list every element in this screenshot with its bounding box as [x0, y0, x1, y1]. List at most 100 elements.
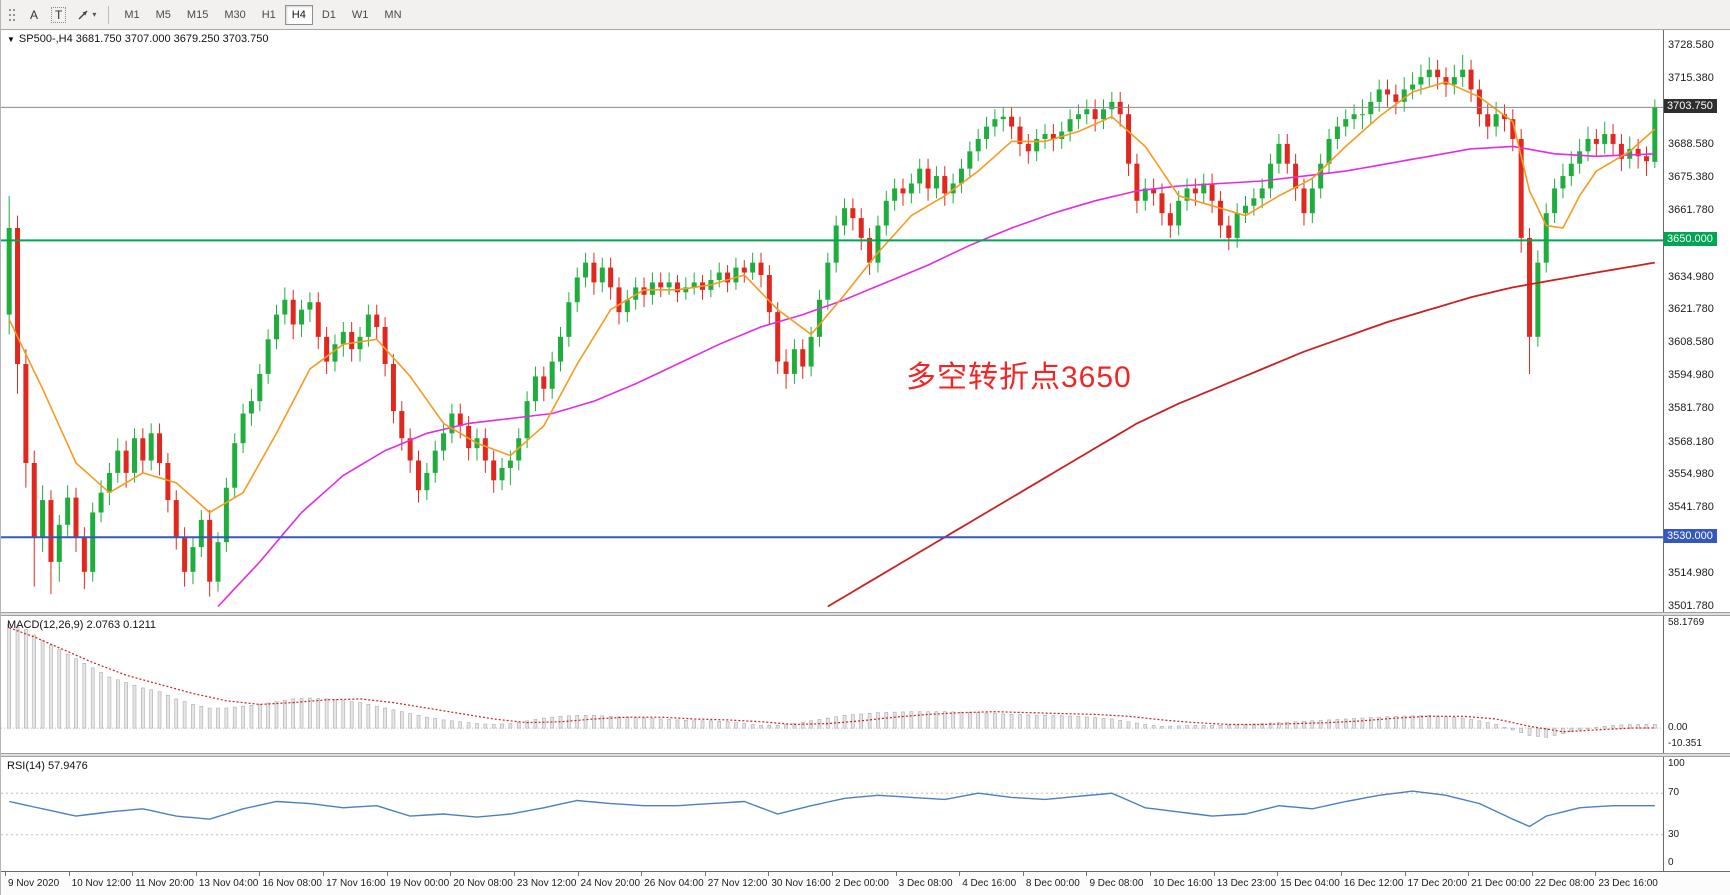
- time-axis-label: 27 Nov 12:00: [707, 878, 768, 889]
- time-axis-label: 10 Dec 16:00: [1153, 878, 1213, 889]
- time-axis-label: 13 Nov 04:00: [198, 878, 259, 889]
- time-axis-label: 30 Nov 16:00: [771, 878, 831, 889]
- price-axis-label: 3581.780: [1668, 402, 1714, 415]
- time-axis-label: 2 Dec 00:00: [835, 878, 889, 889]
- toolbar-separator: [108, 5, 110, 24]
- time-axis-tick: [1150, 872, 1152, 876]
- timeframe-button-H4[interactable]: H4: [284, 4, 313, 25]
- time-axis-label: 22 Dec 08:00: [1534, 878, 1595, 889]
- time-axis[interactable]: 9 Nov 2020 10 Nov 12:00 11 Nov 20:00 13 Nov…: [1, 871, 1730, 895]
- timeframe-button-W1[interactable]: W1: [345, 5, 376, 25]
- time-axis-label: 26 Nov 04:00: [644, 878, 704, 889]
- time-axis-tick: [5, 872, 6, 876]
- time-axis-tick: [1404, 872, 1406, 876]
- hline-price-badge: 3530.000: [1664, 529, 1717, 544]
- text-tool-button[interactable]: T: [47, 4, 70, 26]
- time-axis-tick: [895, 872, 897, 876]
- price-chart-canvas[interactable]: [1, 30, 1663, 612]
- current-price-badge: 3703.750: [1664, 99, 1717, 114]
- timeframe-button-M1[interactable]: M1: [117, 5, 146, 25]
- time-axis-label: 24 Nov 20:00: [580, 878, 641, 889]
- cursor-tool-label: A: [29, 7, 38, 22]
- price-axis-label: 3715.380: [1668, 71, 1714, 84]
- draw-tools-button[interactable]: ▾: [72, 4, 100, 26]
- timeframe-button-M15[interactable]: M15: [180, 5, 215, 25]
- rsi-canvas[interactable]: [1, 757, 1663, 871]
- price-axis-label: 3621.780: [1668, 303, 1714, 316]
- chart-title: ▼ SP500-,H4 3681.750 3707.000 3679.250 37…: [7, 33, 268, 45]
- toolbar-drag-handle[interactable]: [5, 5, 19, 25]
- time-axis-tick: [68, 872, 70, 876]
- rsi-axis-label: 70: [1668, 787, 1680, 799]
- time-axis-label: 16 Dec 12:00: [1343, 878, 1404, 889]
- time-axis-tick: [641, 872, 643, 876]
- time-axis-label: 15 Dec 04:00: [1280, 878, 1340, 889]
- timeframe-button-H1[interactable]: H1: [255, 5, 283, 25]
- timeframe-button-M30[interactable]: M30: [217, 5, 252, 25]
- hline-price-badge: 3650.000: [1664, 232, 1717, 247]
- timeframe-button-M5[interactable]: M5: [149, 5, 178, 25]
- chart-title-text: SP500-,H4 3681.750 3707.000 3679.250 370…: [18, 33, 269, 45]
- time-axis-label: 11 Nov 20:00: [135, 878, 194, 889]
- time-axis-tick: [1086, 872, 1088, 876]
- time-axis-label: 23 Nov 12:00: [516, 878, 577, 889]
- cursor-tool-button[interactable]: A: [23, 4, 45, 26]
- rsi-axis-label: 30: [1668, 828, 1680, 840]
- rsi-label: RSI(14) 57.9476: [7, 760, 88, 772]
- panel-splitter-1[interactable]: [1, 612, 1730, 616]
- price-axis-label: 3554.980: [1668, 468, 1714, 481]
- time-axis-label: 10 Nov 12:00: [71, 878, 132, 889]
- time-axis-label: 20 Nov 08:00: [453, 878, 513, 889]
- time-axis-label: 23 Dec 16:00: [1598, 878, 1658, 889]
- time-axis-tick: [132, 872, 134, 876]
- time-axis-label: 17 Nov 16:00: [326, 878, 386, 889]
- price-axis-label: 3661.780: [1668, 204, 1714, 217]
- time-axis-tick: [1340, 872, 1342, 876]
- time-axis-label: 8 Dec 00:00: [1025, 878, 1080, 889]
- price-chart-panel: ▼ SP500-,H4 3681.750 3707.000 3679.250 37…: [1, 30, 1730, 612]
- timeframe-button-group: M1 M5 M15 M30 H1 H4 D1 W1 MN: [116, 4, 409, 25]
- price-axis[interactable]: 3650.000 3530.000 3703.750 3728.580 3715.380…: [1663, 30, 1730, 612]
- time-axis-tick: [1595, 872, 1597, 876]
- price-axis-label: 3608.580: [1668, 335, 1714, 348]
- macd-axis-label: 58.1769: [1668, 617, 1705, 628]
- time-axis-label: 9 Nov 2020: [8, 878, 60, 889]
- price-axis-label: 3634.980: [1668, 270, 1714, 283]
- price-axis-label: 3675.380: [1668, 170, 1714, 183]
- time-axis-tick: [959, 872, 961, 876]
- chart-annotation-text: 多空转折点3650: [906, 361, 1132, 394]
- timeframe-button-MN[interactable]: MN: [377, 5, 408, 25]
- rsi-axis-label: 100: [1668, 758, 1685, 769]
- price-axis-label: 3568.180: [1668, 435, 1714, 448]
- time-axis-tick: [1468, 872, 1470, 876]
- time-axis-tick: [1531, 872, 1533, 876]
- time-axis-label: 19 Nov 00:00: [389, 878, 450, 889]
- time-axis-label: 13 Dec 23:00: [1216, 878, 1277, 889]
- time-axis-tick: [513, 872, 515, 876]
- collapse-arrow-icon: ▼: [7, 35, 15, 44]
- time-axis-tick: [323, 872, 325, 876]
- time-axis-label: 21 Dec 00:00: [1471, 878, 1531, 889]
- macd-panel: MACD(12,26,9) 2.0763 0.1211 58.1769 0.00 -…: [1, 616, 1730, 753]
- time-axis-tick: [259, 872, 261, 876]
- time-axis-tick: [386, 872, 388, 876]
- macd-axis[interactable]: 58.1769 0.00 -10.351: [1663, 616, 1730, 753]
- time-axis-tick: [704, 872, 706, 876]
- rsi-axis[interactable]: 100 70 30 0: [1663, 757, 1730, 871]
- macd-canvas[interactable]: [1, 616, 1663, 753]
- time-axis-tick: [768, 872, 770, 876]
- time-axis-tick: [1022, 872, 1024, 876]
- panel-splitter-2[interactable]: [1, 753, 1730, 757]
- text-tool-label: T: [51, 6, 67, 23]
- rsi-axis-label: 0: [1668, 857, 1674, 868]
- price-axis-label: 3541.780: [1668, 501, 1714, 514]
- price-axis-label: 3514.980: [1668, 567, 1714, 580]
- time-axis-tick: [832, 872, 833, 876]
- time-axis-label: 17 Dec 20:00: [1407, 878, 1468, 889]
- timeframe-button-D1[interactable]: D1: [315, 5, 343, 25]
- arrow-draw-icon: [78, 10, 88, 19]
- rsi-panel: RSI(14) 57.9476 100 70 30 0: [1, 757, 1730, 871]
- time-axis-label: 16 Nov 08:00: [262, 878, 322, 889]
- price-axis-label: 3688.580: [1668, 137, 1714, 150]
